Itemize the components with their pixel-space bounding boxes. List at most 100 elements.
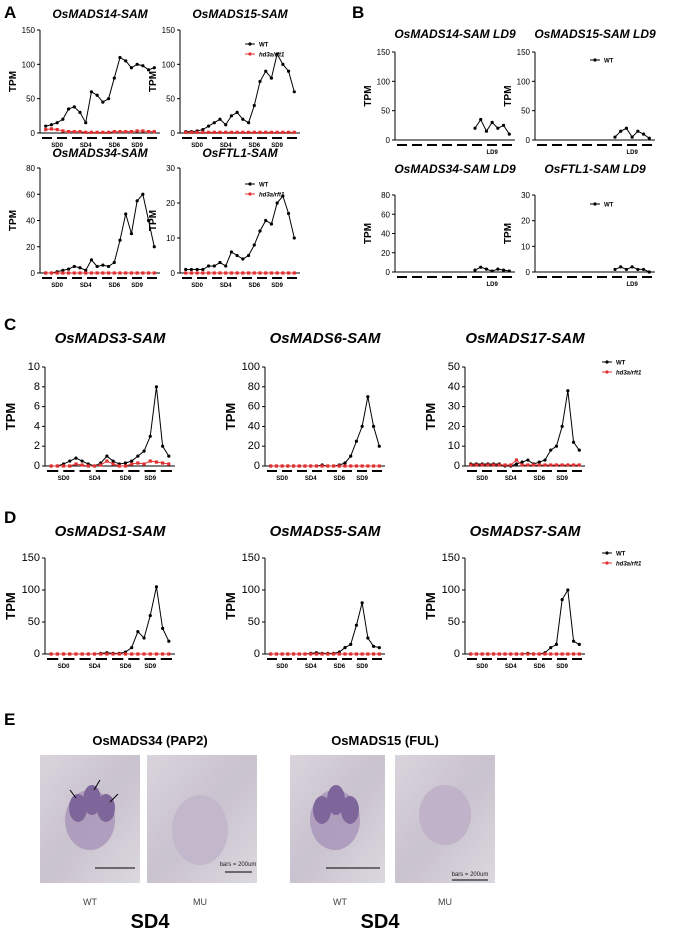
y-tick-label: 4 — [34, 420, 40, 432]
series-line — [185, 194, 295, 270]
data-point — [291, 652, 296, 656]
y-axis-label: TPM — [223, 592, 238, 619]
data-point — [229, 130, 234, 134]
y-tick-label: 50 — [166, 95, 175, 104]
data-point — [135, 199, 139, 203]
data-point — [309, 652, 313, 656]
chart-title: OsFTL1-SAM LD9 — [544, 162, 646, 176]
data-point — [264, 218, 268, 223]
data-point — [479, 265, 483, 269]
data-point — [507, 132, 511, 136]
data-point — [55, 271, 59, 275]
data-point — [281, 271, 285, 275]
data-point — [61, 268, 65, 272]
y-tick-label: 150 — [517, 48, 531, 57]
data-point — [560, 424, 564, 428]
data-point — [526, 458, 530, 462]
x-tick-label: SD9 — [131, 283, 143, 289]
y-tick-label: 0 — [386, 268, 391, 277]
data-point — [167, 462, 171, 466]
stain — [341, 796, 359, 824]
data-point — [61, 464, 66, 468]
data-point — [44, 127, 48, 132]
data-point — [136, 454, 140, 458]
data-point — [152, 271, 156, 275]
y-tick-label: 60 — [381, 210, 390, 219]
y-tick-label: 100 — [517, 77, 531, 86]
data-point — [286, 652, 290, 656]
data-point — [554, 444, 559, 448]
data-point — [292, 236, 296, 240]
data-point — [281, 194, 285, 198]
data-point — [497, 463, 501, 467]
y-tick-label: 100 — [162, 60, 176, 69]
y-tick-label: 20 — [448, 420, 460, 432]
panel-label: E — [4, 710, 15, 729]
data-point — [377, 464, 381, 468]
series-line — [45, 193, 155, 274]
x-tick-label: SD6 — [108, 283, 120, 289]
data-point — [78, 271, 82, 275]
data-point — [275, 52, 279, 56]
y-tick-label: 40 — [381, 230, 390, 239]
data-point — [343, 646, 347, 650]
data-point — [264, 69, 268, 73]
y-tick-label: 150 — [22, 26, 36, 35]
chart-title: OsMADS15-SAM — [192, 7, 288, 21]
data-point — [74, 652, 78, 656]
data-point — [543, 652, 547, 656]
y-tick-label: 40 — [448, 381, 460, 393]
y-tick-label: 150 — [242, 552, 260, 564]
y-tick-label: 30 — [448, 401, 460, 413]
data-point — [111, 462, 115, 466]
y-tick-label: 100 — [377, 77, 391, 86]
data-point — [496, 267, 500, 271]
data-point — [241, 117, 245, 121]
x-tick-label: SD6 — [333, 664, 345, 670]
panel-label: B — [352, 3, 364, 22]
data-point — [514, 652, 519, 656]
arrow — [93, 779, 101, 791]
data-point — [577, 448, 581, 452]
data-point — [566, 463, 570, 467]
data-point — [235, 253, 239, 258]
x-tick-label: SD4 — [305, 664, 317, 670]
data-point — [84, 130, 88, 134]
series-line — [51, 386, 170, 467]
data-point — [326, 464, 330, 468]
data-point — [371, 424, 376, 428]
y-tick-label: 50 — [28, 616, 40, 628]
data-point — [531, 463, 536, 467]
x-tick-label: SD0 — [476, 476, 488, 482]
data-point — [106, 97, 111, 101]
data-point — [95, 93, 99, 97]
image-label: MU — [193, 897, 207, 907]
x-tick-label: SD9 — [556, 664, 568, 670]
series-line — [51, 586, 170, 655]
data-point — [72, 271, 76, 275]
data-point — [314, 652, 319, 656]
legend-marker — [605, 360, 609, 364]
data-point — [571, 463, 576, 467]
data-point — [80, 459, 84, 463]
data-point — [74, 462, 78, 466]
y-axis-label: TPM — [3, 592, 18, 619]
x-tick-label: SD0 — [191, 283, 203, 289]
chart-title: OsMADS1-SAM — [55, 523, 166, 540]
data-point — [99, 652, 103, 656]
x-tick-label: SD0 — [276, 476, 288, 482]
data-point — [241, 130, 245, 134]
data-point — [503, 652, 507, 656]
data-point — [129, 232, 134, 236]
data-point — [89, 130, 94, 134]
data-point — [537, 652, 541, 656]
data-point — [86, 652, 90, 656]
y-tick-label: 30 — [166, 164, 175, 173]
data-point — [647, 270, 651, 274]
data-point — [89, 90, 94, 94]
data-point — [269, 652, 273, 656]
data-point — [377, 646, 381, 650]
data-point — [49, 127, 54, 131]
data-point — [184, 130, 188, 134]
y-tick-label: 50 — [26, 95, 35, 104]
